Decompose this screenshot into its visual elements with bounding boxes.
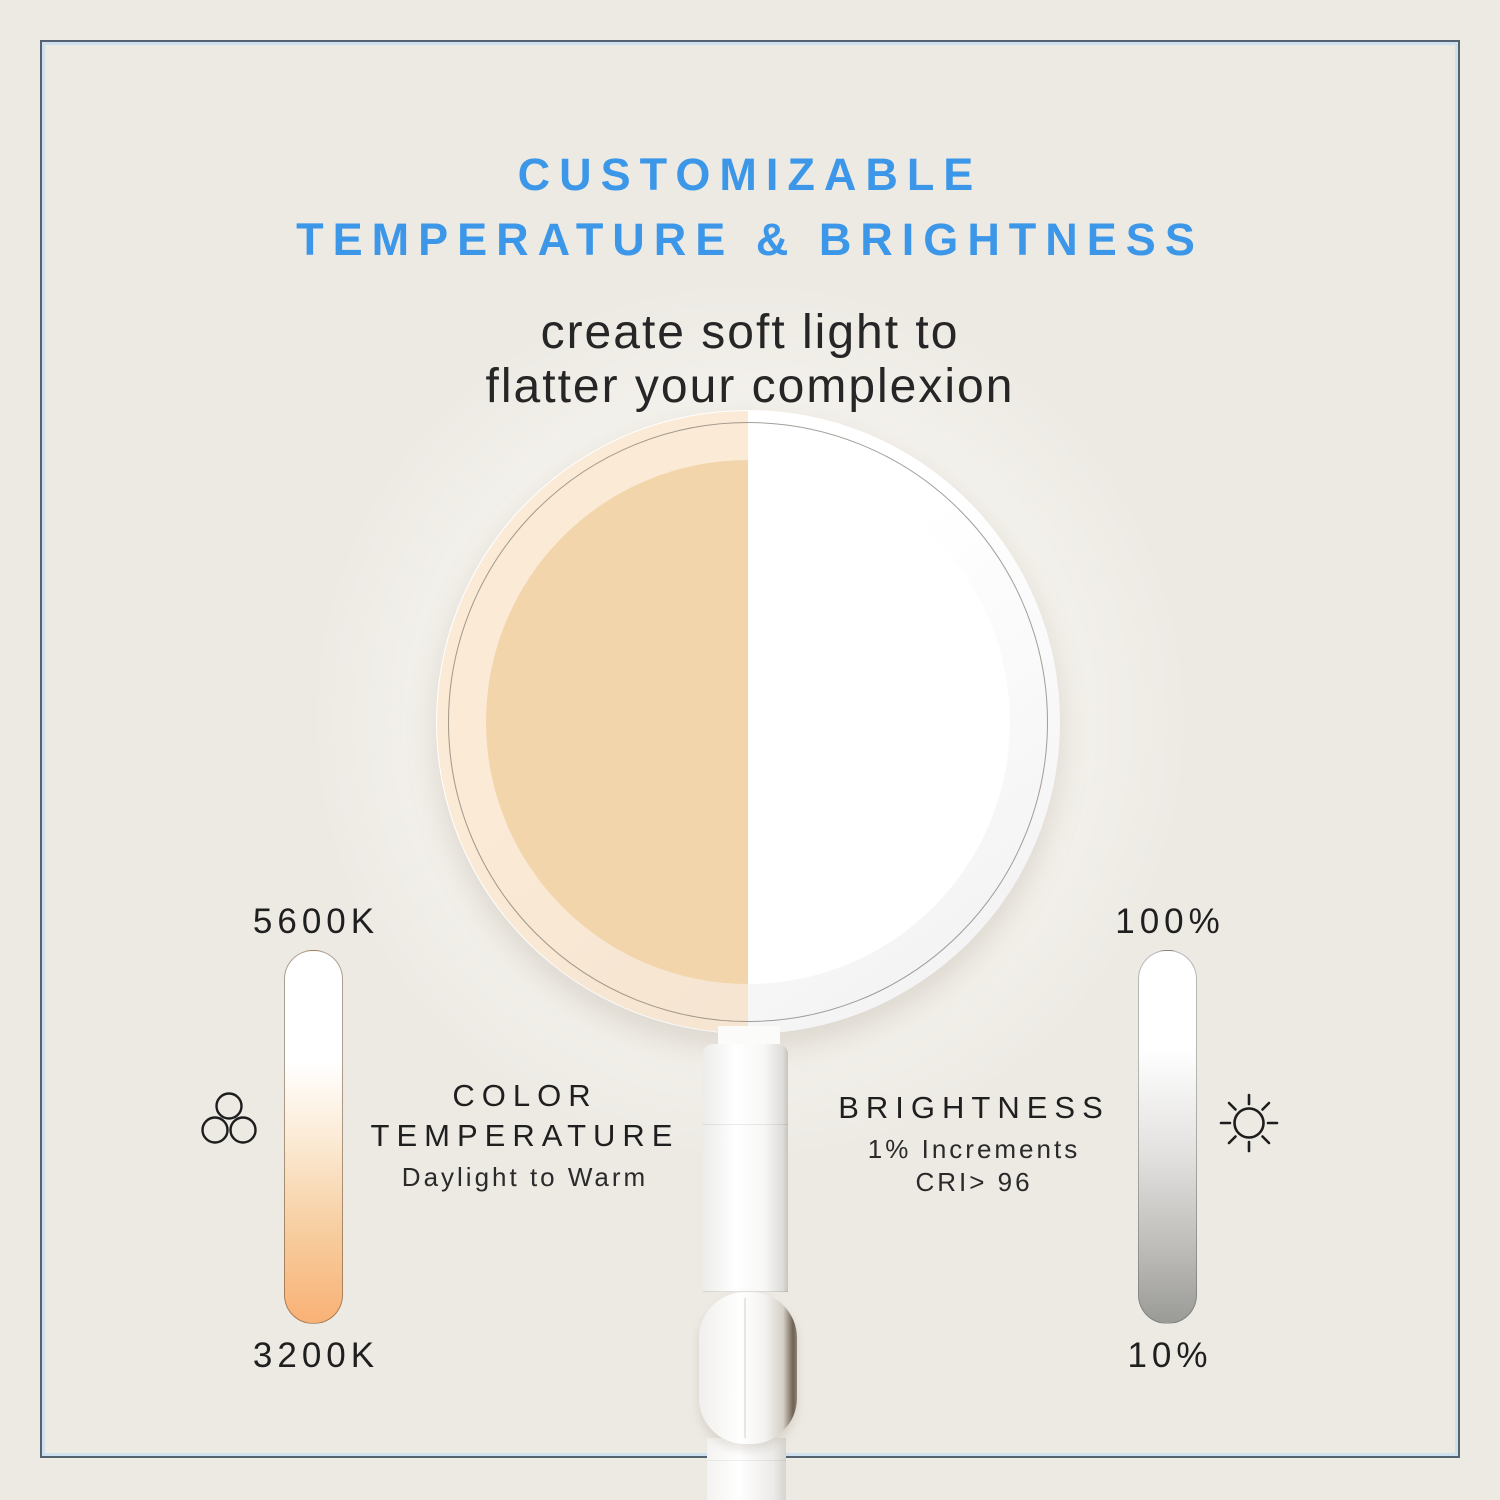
temperature-title-line-2: TEMPERATURE [370,1118,680,1153]
brightness-title: BRIGHTNESS [838,1090,1110,1125]
light-stand-upper-stem [703,1044,788,1292]
subtitle-line-1: create soft light to [540,306,960,359]
brightness-gradient-bar [1138,950,1197,1324]
brightness-min-label: 10% [1127,1336,1213,1375]
title-line-2: TEMPERATURE & BRIGHTNESS [296,214,1204,266]
brightness-max-label: 100% [1115,902,1225,941]
page-subtitle: create soft light to flatter your complex… [0,306,1500,414]
brightness-subtitle-line-1: 1% Increments [867,1134,1081,1164]
light-stand-hinge [699,1292,797,1444]
warm-panel-rim [486,460,748,984]
temperature-title-line-1: COLOR [452,1078,598,1113]
temperature-min-label: 3200K [252,1336,380,1375]
subtitle-line-2: flatter your complexion [485,360,1015,413]
light-head [436,410,1060,1034]
title-line-1: CUSTOMIZABLE [517,149,983,201]
temperature-max-label: 5600K [252,902,380,941]
three-circles-icon [201,1092,257,1144]
temperature-subtitle: Daylight to Warm [401,1162,649,1192]
temperature-gradient-bar [284,950,343,1324]
temperature-caption: COLOR TEMPERATURE Daylight to Warm [371,1076,680,1193]
brightness-caption: BRIGHTNESS 1% Increments CRI> 96 [838,1088,1110,1198]
page-title: CUSTOMIZABLE TEMPERATURE & BRIGHTNESS [0,142,1500,272]
sun-icon [1219,1093,1279,1153]
light-stand-lower-stem [707,1438,786,1500]
light-panel-split [486,460,1010,984]
brightness-subtitle-line-2: CRI> 96 [915,1167,1033,1197]
